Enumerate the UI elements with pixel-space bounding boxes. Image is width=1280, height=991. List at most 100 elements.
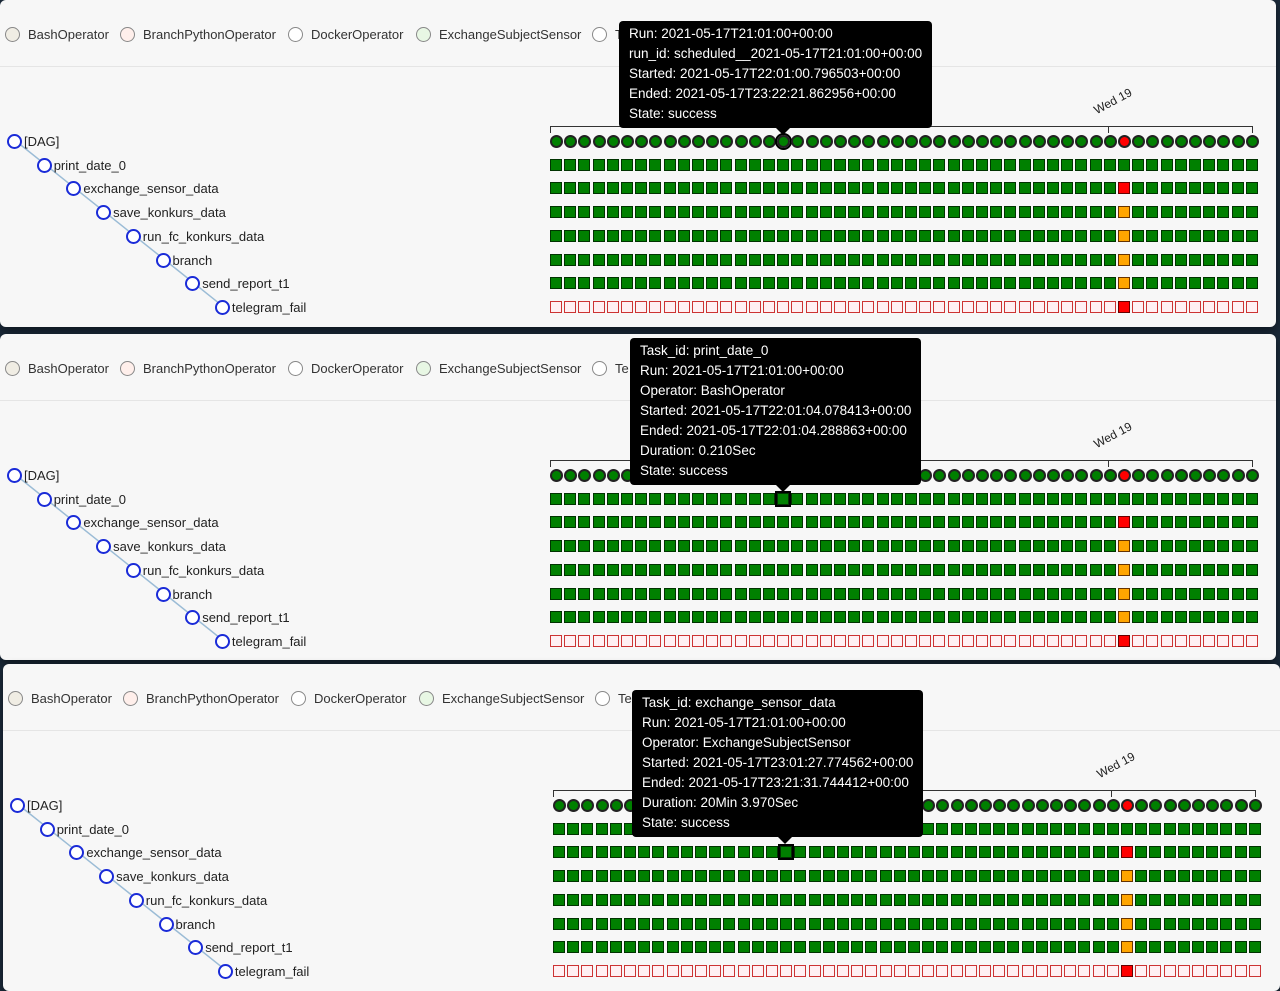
task-instance-square[interactable] — [663, 300, 676, 313]
task-instance-square[interactable] — [1035, 822, 1048, 835]
task-instance-square[interactable] — [1248, 822, 1261, 835]
task-instance-square[interactable] — [819, 634, 832, 647]
task-instance-square[interactable] — [751, 964, 764, 977]
task-instance-square[interactable] — [964, 846, 977, 859]
task-instance-square[interactable] — [564, 277, 577, 290]
dag-run-circle[interactable] — [1135, 799, 1149, 812]
task-instance-square[interactable] — [1245, 300, 1258, 313]
task-instance-square[interactable] — [635, 182, 648, 195]
task-instance-square[interactable] — [1004, 492, 1017, 505]
task-instance-square[interactable] — [1021, 964, 1034, 977]
task-instance-square[interactable] — [652, 941, 665, 954]
task-instance-square[interactable] — [680, 870, 693, 883]
dag-run-circle[interactable] — [1075, 469, 1089, 482]
task-instance-square[interactable] — [635, 611, 648, 624]
task-instance-square[interactable] — [1035, 893, 1048, 906]
task-instance-square[interactable] — [1103, 492, 1116, 505]
task-instance-square[interactable] — [1118, 611, 1130, 624]
dag-run-circle[interactable] — [734, 135, 748, 148]
task-instance-square[interactable] — [777, 300, 790, 313]
task-instance-square[interactable] — [1075, 300, 1088, 313]
task-instance-square[interactable] — [592, 300, 605, 313]
task-instance-square[interactable] — [947, 277, 960, 290]
task-instance-square[interactable] — [947, 182, 960, 195]
task-instance-square[interactable] — [933, 158, 946, 171]
task-instance-square[interactable] — [1220, 893, 1233, 906]
task-instance-square[interactable] — [578, 492, 591, 505]
task-instance-square[interactable] — [777, 253, 790, 266]
task-instance-square[interactable] — [819, 563, 832, 576]
task-instance-square[interactable] — [1217, 229, 1230, 242]
task-instance-square[interactable] — [936, 917, 949, 930]
task-instance-square[interactable] — [919, 158, 932, 171]
task-instance-square[interactable] — [1132, 277, 1145, 290]
task-instance-square[interactable] — [748, 206, 761, 219]
task-instance-square[interactable] — [621, 253, 633, 266]
task-instance-square[interactable] — [692, 277, 704, 290]
dag-run-circle[interactable] — [979, 799, 992, 812]
task-instance-square[interactable] — [553, 870, 565, 883]
dag-run-circle[interactable] — [578, 469, 592, 482]
task-instance-square[interactable] — [550, 563, 562, 576]
task-instance-square[interactable] — [1004, 587, 1017, 600]
task-instance-square[interactable] — [1189, 158, 1201, 171]
task-instance-square[interactable] — [1245, 516, 1258, 529]
task-instance-square[interactable] — [624, 893, 636, 906]
task-instance-square[interactable] — [595, 846, 608, 859]
dag-run-circle[interactable] — [1118, 135, 1131, 148]
task-instance-square[interactable] — [663, 540, 676, 553]
task-instance-square[interactable] — [819, 300, 832, 313]
task-instance-square[interactable] — [1007, 870, 1020, 883]
task-instance-square[interactable] — [1245, 611, 1258, 624]
task-instance-square[interactable] — [638, 893, 651, 906]
task-instance-square[interactable] — [947, 158, 960, 171]
task-instance-square[interactable] — [780, 917, 793, 930]
task-instance-square[interactable] — [692, 182, 704, 195]
task-instance-square[interactable] — [663, 611, 676, 624]
task-instance-square[interactable] — [890, 634, 903, 647]
task-instance-square[interactable] — [933, 300, 946, 313]
task-instance-square[interactable] — [663, 516, 676, 529]
task-instance-square[interactable] — [1203, 516, 1216, 529]
task-instance-square[interactable] — [1203, 253, 1216, 266]
task-instance-square[interactable] — [1146, 540, 1159, 553]
task-instance-square[interactable] — [1004, 253, 1017, 266]
task-instance-square[interactable] — [1132, 516, 1145, 529]
dag-run-circle[interactable] — [848, 135, 862, 148]
task-instance-square[interactable] — [905, 300, 917, 313]
task-instance-square[interactable] — [1047, 229, 1059, 242]
task-instance-square[interactable] — [763, 611, 775, 624]
task-instance-square[interactable] — [695, 846, 707, 859]
task-instance-square[interactable] — [1149, 964, 1162, 977]
task-instance-square[interactable] — [1189, 634, 1201, 647]
task-instance-square[interactable] — [979, 893, 991, 906]
task-instance-square[interactable] — [1092, 917, 1105, 930]
dag-run-circle[interactable] — [961, 469, 975, 482]
task-instance-square[interactable] — [1160, 253, 1173, 266]
task-instance-square[interactable] — [692, 540, 704, 553]
task-instance-square[interactable] — [734, 587, 747, 600]
task-instance-square[interactable] — [805, 300, 818, 313]
task-instance-square[interactable] — [947, 563, 960, 576]
task-instance-square[interactable] — [862, 611, 875, 624]
dag-run-circle[interactable] — [706, 135, 720, 148]
task-instance-square[interactable] — [1075, 277, 1088, 290]
task-instance-square[interactable] — [876, 634, 889, 647]
task-instance-square[interactable] — [763, 182, 775, 195]
task-instance-square[interactable] — [805, 229, 818, 242]
task-instance-square[interactable] — [1047, 158, 1059, 171]
task-instance-square[interactable] — [1220, 822, 1233, 835]
task-instance-square[interactable] — [791, 516, 804, 529]
task-instance-square[interactable] — [1217, 182, 1230, 195]
task-instance-square[interactable] — [879, 917, 892, 930]
dag-run-circle[interactable] — [1203, 135, 1217, 148]
task-instance-square[interactable] — [1146, 253, 1159, 266]
task-instance-square[interactable] — [936, 846, 949, 859]
task-instance-square[interactable] — [851, 964, 864, 977]
task-instance-square[interactable] — [819, 206, 832, 219]
task-instance-square[interactable] — [621, 563, 633, 576]
task-instance-square[interactable] — [791, 182, 804, 195]
task-instance-square[interactable] — [1032, 206, 1045, 219]
task-instance-square[interactable] — [848, 587, 861, 600]
task-instance-square[interactable] — [976, 206, 988, 219]
